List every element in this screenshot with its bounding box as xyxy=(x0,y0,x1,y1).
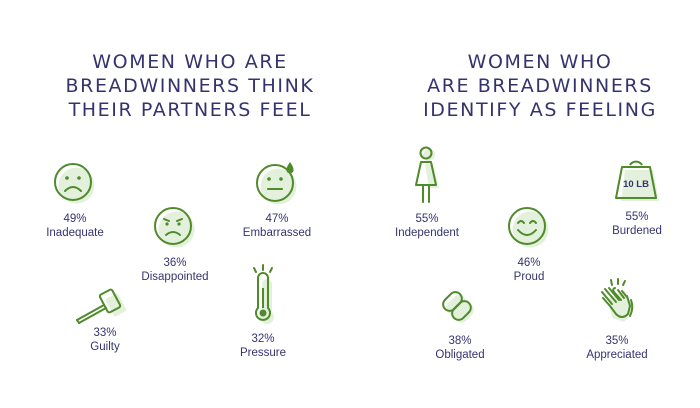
stat-guilty: 33% Guilty xyxy=(50,288,160,354)
stat-label: Embarrassed xyxy=(242,227,312,239)
right-title-line-3: IDENTIFY AS FEELING xyxy=(423,99,657,121)
stat-proud: 46% Proud xyxy=(474,206,584,284)
left-title-line-3: THEIR PARTNERS FEEL xyxy=(68,99,312,121)
thermometer-icon xyxy=(253,264,274,324)
right-title-line-1: WOMEN WHO xyxy=(467,51,613,73)
stat-pressure: 32% Pressure xyxy=(208,264,318,360)
stat-obligated: 38% Obligated xyxy=(405,288,515,362)
stat-embarrassed: 47% Embarrassed xyxy=(222,160,332,240)
gavel-icon xyxy=(76,288,127,324)
stat-label: Appreciated xyxy=(586,349,648,361)
stat-label: Obligated xyxy=(435,349,485,361)
stat-percent: 55% xyxy=(625,211,649,223)
sweating-face-icon xyxy=(256,162,297,205)
stat-percent: 36% xyxy=(163,257,187,269)
weight-icon: 10 LB xyxy=(615,160,659,201)
stat-percent: 49% xyxy=(63,213,87,225)
stat-label: Independent xyxy=(395,227,459,239)
weight-label: 10 LB xyxy=(623,179,649,190)
stat-percent: 33% xyxy=(93,327,117,339)
right-title-line-2: ARE BREADWINNERS xyxy=(427,75,653,97)
stat-label: Burdened xyxy=(612,225,662,237)
stat-independent: 55% Independent xyxy=(372,146,482,240)
stat-appreciated: 35% Appreciated xyxy=(562,278,672,362)
woman-icon xyxy=(415,146,439,203)
stat-percent: 38% xyxy=(448,335,472,347)
right-panel-title: WOMEN WHO ARE BREADWINNERS IDENTIFY AS F… xyxy=(380,50,700,122)
stat-percent: 55% xyxy=(415,213,439,225)
stat-label: Pressure xyxy=(239,347,287,359)
stat-label: Proud xyxy=(513,271,545,283)
stat-percent: 46% xyxy=(517,257,541,269)
stat-inadequate: 49% Inadequate xyxy=(20,162,130,240)
stat-burdened: 10 LB 55% Burdened xyxy=(582,154,692,238)
stat-disappointed: 36% Disappointed xyxy=(120,206,230,284)
left-panel-title: WOMEN WHO ARE BREADWINNERS THINK THEIR P… xyxy=(40,50,340,122)
stat-percent: 32% xyxy=(251,333,275,345)
clapping-hands-icon xyxy=(601,278,634,322)
left-title-line-1: WOMEN WHO ARE xyxy=(92,51,288,73)
frowning-face-icon xyxy=(154,207,195,248)
stat-label: Inadequate xyxy=(46,227,104,239)
smiling-face-icon xyxy=(508,207,549,248)
stat-percent: 35% xyxy=(605,335,629,347)
chain-link-icon xyxy=(442,291,474,323)
stat-label: Guilty xyxy=(90,341,120,353)
stat-percent: 47% xyxy=(265,213,289,225)
stat-label: Disappointed xyxy=(141,271,209,283)
left-title-line-2: BREADWINNERS THINK xyxy=(65,75,315,97)
sad-face-icon xyxy=(54,163,95,204)
